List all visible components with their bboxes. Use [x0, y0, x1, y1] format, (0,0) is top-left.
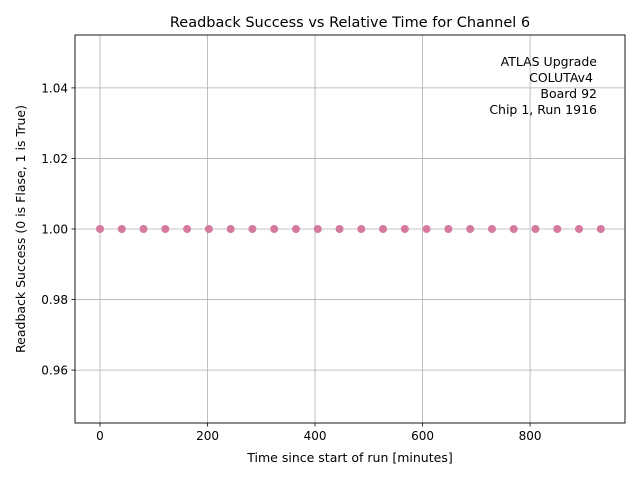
data-point	[161, 225, 170, 233]
grid-lines	[75, 35, 625, 423]
x-tick-label: 200	[196, 429, 219, 443]
x-axis-ticks: 0 200 400 600 800	[96, 423, 542, 443]
data-point	[509, 225, 518, 233]
x-tick-label: 600	[411, 429, 434, 443]
x-tick-label: 0	[96, 429, 104, 443]
data-point	[335, 225, 344, 233]
x-tick-label: 800	[519, 429, 542, 443]
y-tick-label: 1.00	[41, 223, 68, 237]
data-point	[291, 225, 300, 233]
x-axis-label: Time since start of run [minutes]	[246, 450, 452, 465]
data-point	[400, 225, 409, 233]
data-point	[596, 225, 605, 233]
y-axis-label: Readback Success (0 is Flase, 1 is True)	[13, 105, 28, 353]
annotation-line-3: Board 92	[540, 86, 597, 101]
data-point	[575, 225, 584, 233]
data-point	[487, 225, 496, 233]
data-point	[248, 225, 257, 233]
data-point	[531, 225, 540, 233]
y-tick-label: 1.04	[41, 81, 68, 95]
data-point	[357, 225, 366, 233]
chart-title: Readback Success vs Relative Time for Ch…	[170, 15, 530, 31]
data-point	[96, 225, 104, 233]
data-point	[226, 225, 235, 233]
data-point	[270, 225, 279, 233]
data-point	[444, 225, 453, 233]
annotation-line-1: ATLAS Upgrade	[501, 54, 598, 69]
data-point	[466, 225, 475, 233]
annotation-line-4: Chip 1, Run 1916	[489, 102, 597, 117]
data-point	[379, 225, 388, 233]
data-point	[204, 225, 213, 233]
data-points	[96, 225, 605, 233]
y-tick-label: 1.02	[41, 152, 68, 166]
data-point	[422, 225, 431, 233]
data-point	[183, 225, 192, 233]
data-point	[313, 225, 322, 233]
annotation-line-2: COLUTAv4	[529, 70, 593, 85]
data-point	[553, 225, 562, 233]
data-point	[139, 225, 148, 233]
data-point	[117, 225, 126, 233]
x-tick-label: 400	[304, 429, 327, 443]
y-tick-label: 0.96	[41, 364, 68, 378]
y-axis-ticks: 0.96 0.98 1.00 1.02 1.04	[41, 81, 75, 378]
y-tick-label: 0.98	[41, 293, 68, 307]
chart-annotation: ATLAS Upgrade COLUTAv4 Board 92 Chip 1, …	[489, 54, 597, 117]
